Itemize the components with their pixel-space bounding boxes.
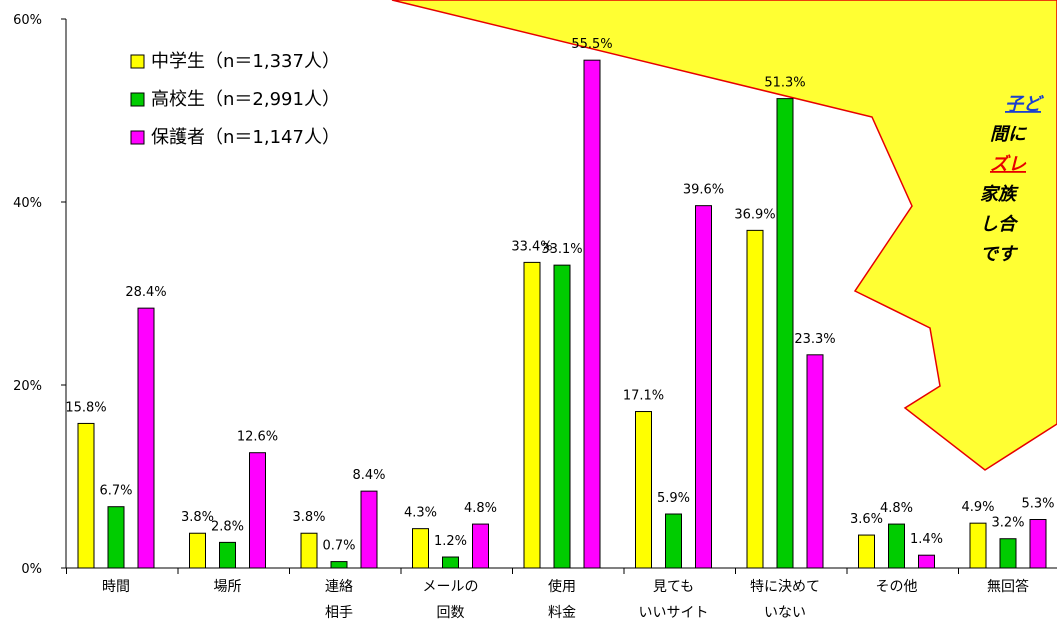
legend-swatch [130,92,145,107]
data-label: 39.6% [683,183,724,198]
legend-label: 保護者（n＝1,147人） [151,127,340,148]
bar [330,561,348,569]
category-label: いいサイト [639,605,709,621]
bar [300,532,318,569]
bar [189,532,206,569]
bar [107,506,125,569]
category-label: その他 [876,579,918,595]
data-label: 4.9% [961,500,994,515]
data-label: 5.9% [657,491,690,506]
bar [695,205,712,569]
legend-label: 高校生（n＝2,991人） [151,89,340,110]
legend-group: 中学生（n＝1,337人） 高校生（n＝2,991人） 保護者（n＝1,147人） [130,51,340,148]
data-label: 3.2% [991,516,1024,531]
callout-text-line: ズレ [990,154,1027,175]
data-label: 55.5% [571,37,612,52]
category-label: 相手 [325,605,353,621]
bar [360,490,378,569]
data-label: 3.8% [292,510,325,525]
category-label: 特に決めて [750,579,820,595]
bar [999,538,1017,569]
data-label: 0.7% [322,539,355,554]
data-label: 33.4% [511,239,552,254]
y-tick-label: 40% [13,196,42,211]
bar [77,422,95,569]
category-label: 使用 [548,578,576,595]
category-label: 場所 [214,579,242,595]
data-label: 4.8% [880,501,913,516]
bar [442,556,459,569]
callout-text-line: 家族 [980,184,1019,205]
data-label: 28.4% [125,285,166,300]
bar [969,522,987,569]
y-tick-label: 0% [21,562,42,577]
data-label: 1.4% [910,532,943,547]
y-tick-label: 20% [13,379,42,394]
bar [1029,519,1047,569]
data-label: 5.3% [1021,497,1054,512]
category-label: 見ても [653,579,694,595]
data-label: 4.8% [464,501,497,516]
legend-swatch [130,130,145,145]
callout-text-line: です [980,244,1019,265]
data-label: 3.8% [181,510,214,525]
bar [918,554,935,569]
category-label: 無回答 [987,578,1029,595]
category-label: メールの [423,579,479,595]
data-label: 15.8% [65,400,106,415]
bar [665,513,682,569]
category-label: 連絡 [325,579,353,595]
bar [806,354,824,569]
data-label: 8.4% [352,468,385,483]
bar [583,59,601,569]
data-label: 17.1% [623,389,664,404]
legend-swatch [130,54,145,69]
bar [523,261,541,569]
bar [746,229,764,569]
bar [888,523,905,569]
bars-group [77,59,1047,569]
data-label: 2.8% [211,519,244,534]
legend-label: 中学生（n＝1,337人） [151,51,340,72]
bar [412,528,429,569]
category-label: 回数 [437,605,465,621]
y-tick-label: 60% [13,13,42,28]
bar [219,541,236,569]
bar [858,534,875,569]
bar [776,98,794,569]
data-label: 12.6% [237,430,278,445]
callout-text-line: 子ど [1005,94,1044,115]
data-label: 23.3% [794,332,835,347]
bar [137,307,155,569]
category-label: 料金 [548,605,576,621]
callout-text-line: 間に [990,124,1028,145]
category-label: いない [764,605,806,621]
data-label: 33.1% [541,242,582,257]
bar [249,452,266,569]
data-label: 3.6% [850,512,883,527]
bar [635,411,652,569]
data-label: 1.2% [434,534,467,549]
data-label: 6.7% [99,484,132,499]
category-label: 時間 [102,579,130,595]
data-label: 4.3% [404,506,437,521]
bar [472,523,489,569]
data-label: 36.9% [734,207,775,222]
callout-star-shape [391,0,1057,471]
data-labels-group: 15.8%6.7%28.4%3.8%2.8%12.6%3.8%0.7%8.4%4… [65,37,1054,553]
data-label: 51.3% [764,76,805,91]
bar [553,264,571,569]
callout-text-line: し合 [980,214,1019,235]
